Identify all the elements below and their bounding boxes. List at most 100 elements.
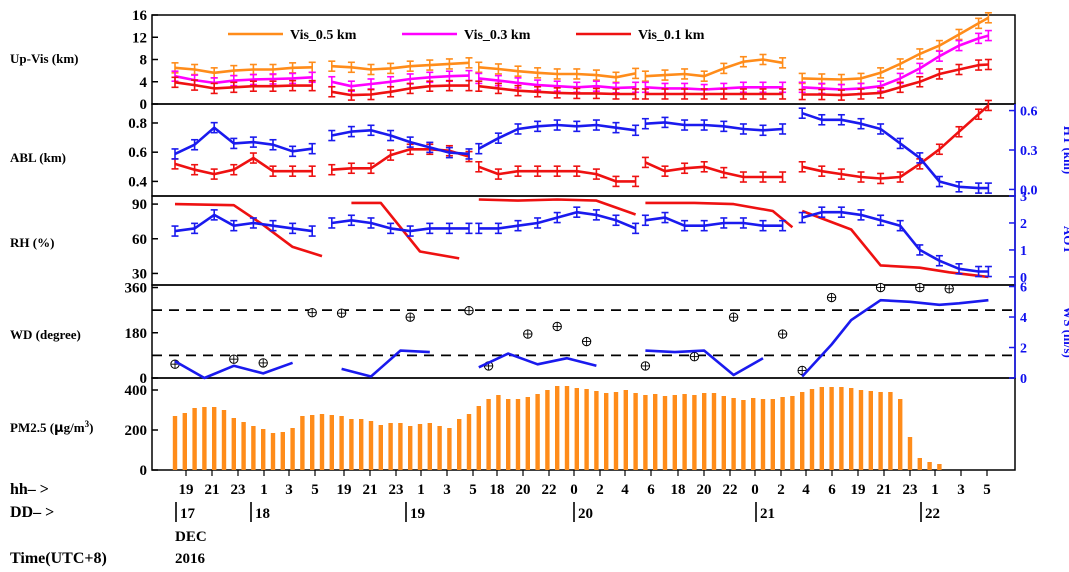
year-label: 2016 bbox=[175, 551, 206, 567]
day-tick-label: 19 bbox=[410, 506, 425, 522]
pm25-bar bbox=[839, 387, 844, 470]
pm25-bar bbox=[760, 399, 766, 470]
pm25-bar bbox=[221, 410, 227, 470]
pm25-bar bbox=[476, 406, 481, 470]
hour-tick-label: 19 bbox=[337, 482, 352, 498]
pm25-bar bbox=[653, 394, 658, 470]
pm25-bar bbox=[261, 429, 266, 470]
pm25-bar bbox=[770, 399, 775, 470]
hour-tick-label: 4 bbox=[802, 482, 810, 498]
visibility-ytick-label: 12 bbox=[132, 30, 147, 46]
pm25-bar bbox=[692, 395, 697, 470]
pm25-bar bbox=[888, 392, 893, 470]
panel-pm25-frame bbox=[151, 377, 1016, 471]
pm25-bar bbox=[300, 416, 305, 470]
wind-y2tick-label: 2 bbox=[1020, 342, 1027, 357]
visibility-series-1-line bbox=[802, 34, 989, 91]
pm25-bar bbox=[417, 424, 423, 470]
humidity-series-1-line bbox=[331, 219, 469, 233]
wind-series-0-line bbox=[341, 349, 430, 378]
humidity-series-0-line bbox=[351, 201, 460, 260]
pm25-bar bbox=[564, 386, 570, 470]
visibility-series-0-line bbox=[174, 66, 313, 75]
day-tick-label: 21 bbox=[760, 506, 775, 522]
hour-tick-label: 22 bbox=[723, 482, 738, 498]
pm25-bar bbox=[447, 428, 452, 470]
hour-tick-label: 1 bbox=[260, 482, 268, 498]
hour-tick-label: 4 bbox=[621, 482, 629, 498]
hour-tick-label: 20 bbox=[697, 482, 712, 498]
pm25-bar bbox=[496, 395, 501, 470]
hour-tick-label: 21 bbox=[877, 482, 892, 498]
pm25-bar bbox=[780, 397, 785, 470]
pm25-bar bbox=[251, 426, 256, 470]
pm25-bar bbox=[172, 416, 178, 470]
pm25-bar bbox=[584, 389, 589, 470]
hour-tick-label: 5 bbox=[311, 482, 319, 498]
hour-tick-label: 0 bbox=[570, 482, 578, 498]
ylabel-wind: WD (degree) bbox=[10, 327, 81, 342]
wind-y2tick-label: 4 bbox=[1020, 311, 1027, 326]
pm25-ytick-label: 0 bbox=[140, 463, 148, 479]
boundary_layer-ytick-label: 0.4 bbox=[128, 174, 147, 190]
pm25-bar bbox=[310, 415, 315, 470]
pm25-bar bbox=[427, 423, 432, 470]
pm25-bar bbox=[907, 437, 913, 470]
pm25-bar bbox=[917, 458, 922, 470]
boundary_layer-ytick-label: 0.6 bbox=[128, 145, 147, 161]
pm25-bar bbox=[319, 414, 325, 470]
visibility-series-2-line bbox=[174, 81, 313, 90]
pm25-bar bbox=[486, 399, 491, 470]
pm25-bar bbox=[898, 399, 903, 470]
hour-tick-label: 19 bbox=[851, 482, 866, 498]
visibility-ytick-label: 4 bbox=[140, 75, 148, 91]
pm25-bar bbox=[349, 419, 354, 470]
visibility-series-2-line bbox=[331, 84, 469, 97]
hour-tick-label: 18 bbox=[671, 482, 686, 498]
y2label-rh: AOT bbox=[1061, 226, 1069, 255]
wind-series-0-line bbox=[645, 349, 764, 377]
day-tick-label: 22 bbox=[925, 506, 940, 522]
pm25-bar bbox=[790, 396, 795, 470]
pm25-bar bbox=[457, 419, 462, 470]
pm25-bar bbox=[937, 464, 942, 470]
boundary_layer-series-0-line bbox=[174, 156, 313, 176]
wind-y2tick-label: 0 bbox=[1020, 372, 1027, 387]
legend-label: Vis_0.3 km bbox=[464, 28, 531, 43]
pm25-bar bbox=[398, 423, 403, 470]
pm25-bar bbox=[339, 416, 344, 470]
legend-label: Vis_0.5 km bbox=[290, 28, 357, 43]
wind-series-0-line bbox=[801, 298, 989, 378]
pm25-bar bbox=[270, 433, 276, 470]
pm25-bar bbox=[741, 400, 746, 470]
humidity-y2tick-label: 1 bbox=[1020, 244, 1027, 259]
pm25-bar bbox=[290, 428, 295, 470]
hour-tick-label: 22 bbox=[542, 482, 557, 498]
boundary_layer-series-1-line bbox=[331, 129, 470, 156]
pm25-bar bbox=[858, 390, 864, 470]
pm25-bar bbox=[329, 415, 334, 470]
hour-tick-label: 23 bbox=[389, 482, 404, 498]
humidity-y2tick-label: 0 bbox=[1020, 271, 1027, 286]
hour-tick-label: 6 bbox=[828, 482, 836, 498]
boundary_layer-ytick-label: 0.8 bbox=[128, 116, 147, 132]
pm25-bar bbox=[574, 388, 579, 470]
wind-y2tick-label: 6 bbox=[1020, 281, 1027, 296]
pm25-bar bbox=[711, 393, 717, 470]
boundary_layer-series-0-line bbox=[801, 104, 990, 180]
humidity-series-1-line bbox=[174, 213, 313, 233]
hour-tick-label: 1 bbox=[417, 482, 425, 498]
pm25-bar bbox=[633, 393, 638, 470]
hour-tick-label: 19 bbox=[179, 482, 194, 498]
pm25-bar bbox=[878, 392, 883, 470]
pm25-bar bbox=[231, 418, 236, 470]
pm25-bar bbox=[182, 413, 187, 470]
hour-tick-label: 0 bbox=[751, 482, 759, 498]
day-tick-label: 17 bbox=[180, 506, 196, 522]
humidity-series-0-line bbox=[645, 201, 794, 229]
month-label: DEC bbox=[175, 529, 207, 545]
time-label: Time(UTC+8) bbox=[10, 550, 107, 567]
pm25-bar bbox=[545, 390, 550, 470]
pm25-bar bbox=[192, 408, 197, 470]
